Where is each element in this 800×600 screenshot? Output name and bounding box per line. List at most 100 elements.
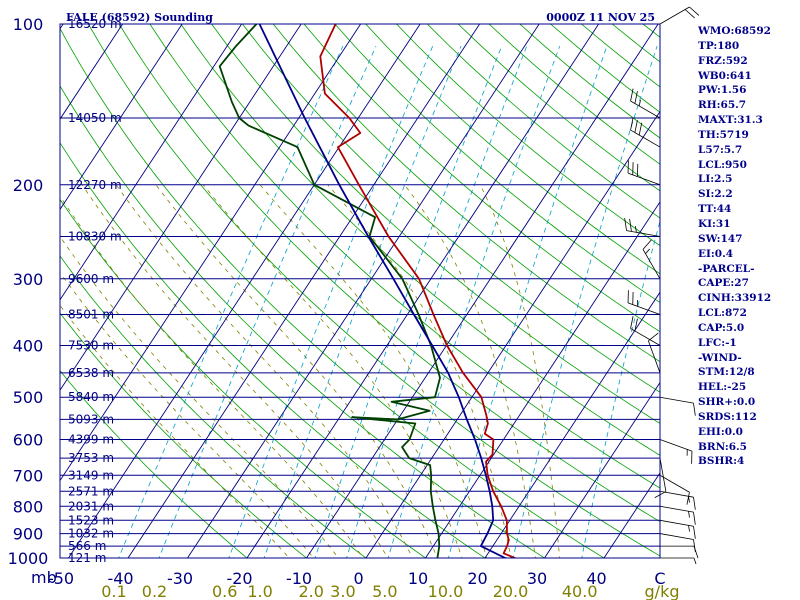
wind-barb <box>624 218 661 237</box>
isotherm <box>60 24 183 211</box>
wind-barb <box>630 88 661 119</box>
dry-adiabat <box>334 24 660 303</box>
isotherm <box>246 24 600 558</box>
pressure-tick-label: 100 <box>13 15 44 34</box>
mixing-ratio-lines <box>118 45 660 558</box>
height-label: 5840 m <box>68 390 114 404</box>
mixing-ratio-line <box>158 45 377 558</box>
index-line: SRDS:112 <box>698 410 757 423</box>
isotherm <box>543 381 660 558</box>
index-line: FRZ:592 <box>698 54 748 67</box>
chart-time: 0000Z 11 NOV 25 <box>546 11 655 24</box>
wind-barb <box>659 474 690 505</box>
temp-tick-label: -10 <box>286 569 312 588</box>
dry-adiabat <box>365 24 660 275</box>
isotherm <box>484 291 660 558</box>
isotherm <box>603 472 660 558</box>
wind-barb <box>660 545 699 559</box>
pressure-tick-label: 200 <box>13 176 44 195</box>
dry-adiabat <box>303 24 660 333</box>
dry-adiabat <box>242 24 660 393</box>
height-label: 9600 m <box>68 272 114 286</box>
index-line: WMO:68592 <box>698 25 771 37</box>
mixing-ratio-label: 5.0 <box>372 582 397 600</box>
index-line: SW:147 <box>698 232 743 245</box>
mixing-ratio-label: 20.0 <box>493 582 529 600</box>
mixing-ratio-label: 0.2 <box>142 582 167 600</box>
temp-tick-label: 10 <box>408 569 428 588</box>
dry-adiabat <box>211 24 660 424</box>
pressure-tick-label: 400 <box>13 337 44 356</box>
temp-tick-label: 30 <box>527 569 547 588</box>
index-line: EHI:0.0 <box>698 425 743 438</box>
height-label: 2031 m <box>68 499 114 513</box>
wind-barbs <box>624 6 700 565</box>
mixing-ratio-line <box>447 45 608 558</box>
series-dewpoint <box>218 24 441 558</box>
dry-adiabat <box>60 312 308 558</box>
dry-adiabat <box>60 370 248 558</box>
temp-tick-label: -20 <box>226 569 252 588</box>
index-line: CAPE:27 <box>698 277 749 290</box>
mixing-ratio-line <box>118 45 344 558</box>
height-label: 12270 m <box>68 178 122 192</box>
isotherms <box>60 24 660 558</box>
index-line: TT:44 <box>698 203 732 216</box>
height-label: 121 m <box>68 551 106 565</box>
isotherm <box>127 24 481 558</box>
height-label: 14050 m <box>68 111 122 125</box>
series-temperature <box>319 24 517 558</box>
index-line: PW:1.56 <box>698 84 747 97</box>
index-line: BSHR:4 <box>698 455 745 468</box>
height-label: 566 m <box>68 539 106 553</box>
height-label: 10830 m <box>68 229 122 243</box>
pressure-tick-label: 700 <box>13 466 44 485</box>
index-line: WB0:641 <box>698 69 752 82</box>
pressure-tick-label: 600 <box>13 431 44 450</box>
mixing-ratio-label: 10.0 <box>428 582 464 600</box>
isotherm <box>186 24 540 558</box>
dry-adiabat <box>60 255 367 558</box>
dry-adiabat <box>118 24 660 523</box>
mixing-ratio-line <box>581 219 660 558</box>
series-parcel-path <box>258 24 509 558</box>
index-line: EI:0.4 <box>698 247 734 260</box>
wind-barb <box>627 160 661 186</box>
wind-barb <box>659 533 696 553</box>
isotherm <box>60 24 362 482</box>
height-label: 3149 m <box>68 468 114 482</box>
temp-tick-label: 0 <box>353 569 363 588</box>
moist-adiabat <box>81 184 389 558</box>
wind-barb <box>659 439 693 464</box>
isotherm <box>424 201 660 558</box>
height-label: 5093 m <box>68 412 114 426</box>
pressure-tick-label: 800 <box>13 497 44 516</box>
index-line: SHR+:0.0 <box>698 396 756 409</box>
mixing-ratio-label: 2.0 <box>298 582 323 600</box>
index-line: SI:2.2 <box>698 188 733 201</box>
moist-adiabat <box>479 184 561 558</box>
moist-adiabats <box>60 184 561 558</box>
index-line: STM:12/8 <box>698 366 755 379</box>
dry-adiabat <box>396 24 660 247</box>
plot-frame <box>59 23 661 559</box>
index-line: CAP:5.0 <box>698 321 745 334</box>
wind-barb <box>659 519 696 539</box>
wind-barb <box>659 490 696 510</box>
height-label: 6538 m <box>68 366 114 380</box>
height-label: 2571 m <box>68 484 114 498</box>
mixing-ratio-label: 40.0 <box>562 582 598 600</box>
dry-adiabats <box>60 24 660 558</box>
mixing-ratio-line <box>346 45 528 558</box>
wind-barb <box>642 239 661 279</box>
height-label: 8501 m <box>68 308 114 322</box>
index-line: RH:65.7 <box>698 99 747 112</box>
index-line: CINH:33912 <box>698 292 772 305</box>
mixing-ratio-label: 3.0 <box>330 582 355 600</box>
dry-adiabat <box>60 142 486 558</box>
wind-barb <box>630 316 661 346</box>
pressure-tick-label: 900 <box>13 525 44 544</box>
mixing-ratio-line <box>512 45 658 558</box>
pressure-tick-label: 300 <box>13 270 44 289</box>
